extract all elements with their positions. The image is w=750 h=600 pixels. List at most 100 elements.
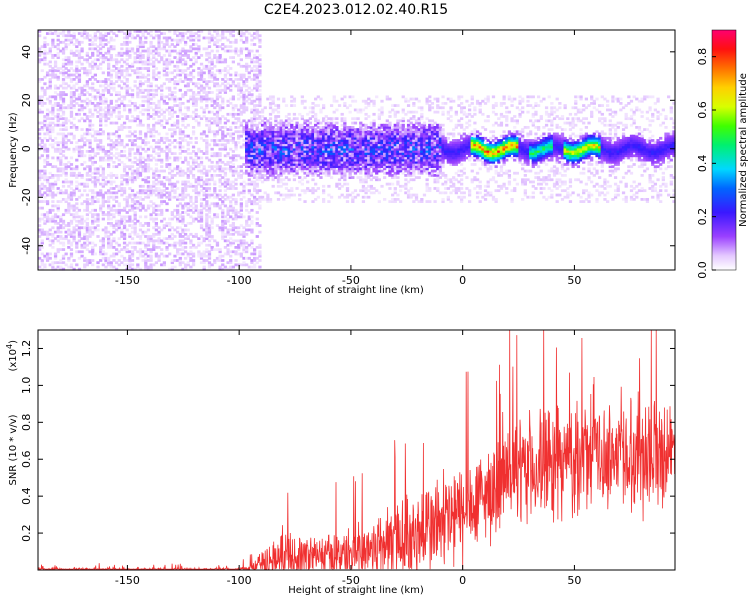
spectrogram-cell <box>348 152 352 155</box>
spectrogram-cell <box>48 121 52 125</box>
spectrogram-cell <box>199 69 204 73</box>
spectrogram-cell <box>91 195 95 199</box>
spectrogram-cell <box>72 239 76 243</box>
spectrogram-cell <box>48 163 52 166</box>
spectrogram-cell <box>252 147 257 151</box>
spectrogram-cell <box>221 36 225 40</box>
spectrogram-cell <box>327 126 331 129</box>
spectrogram-cell <box>59 40 63 44</box>
spectrogram-cell <box>80 128 84 131</box>
spectrogram-cell <box>85 36 90 40</box>
spectrogram-cell <box>144 208 148 212</box>
spectrogram-cell <box>125 180 129 184</box>
spectrogram-cell <box>83 67 87 70</box>
spectrogram-cell <box>122 32 127 35</box>
spectrogram-cell <box>128 217 132 221</box>
spectrogram-cell <box>117 184 121 188</box>
spectrogram-cell <box>284 132 289 136</box>
spectrogram-cell <box>207 30 212 33</box>
spectrogram-cell <box>329 195 334 199</box>
spectrogram-cell <box>199 213 204 217</box>
spectrogram-cell <box>154 67 159 70</box>
spectrogram-cell <box>99 80 103 83</box>
spectrogram-cell <box>45 219 50 223</box>
spectrogram-cell <box>138 36 143 40</box>
spectrogram-cell <box>128 208 132 212</box>
spectrogram-cell <box>176 67 180 70</box>
spectrogram-cell <box>141 204 145 208</box>
spectrogram-cell <box>234 178 238 182</box>
spectrogram-cell <box>181 34 185 38</box>
spectrogram-cell <box>77 174 82 177</box>
spectrogram-cell <box>88 141 92 145</box>
spectrogram-cell <box>154 104 159 107</box>
spectrogram-cell <box>231 250 235 254</box>
spectrogram-cell <box>239 47 243 51</box>
spectrogram-cell <box>149 191 153 195</box>
spectrogram-cell <box>207 261 212 265</box>
spectrogram-cell <box>83 219 87 223</box>
spectrogram-cell <box>138 248 143 251</box>
spectrogram-cell <box>138 145 143 149</box>
spectrogram-cell <box>252 54 257 57</box>
spectrogram-cell <box>292 104 297 107</box>
spectrogram-cell <box>218 189 222 193</box>
spectrogram-cell <box>245 99 249 103</box>
spectrogram-cell <box>202 267 206 271</box>
spectrogram-cell <box>72 117 76 121</box>
spectrogram-cell <box>149 49 153 53</box>
spectrogram-cell <box>67 222 71 225</box>
spectrogram-cell <box>72 171 76 175</box>
spectrogram-cell <box>168 112 172 116</box>
spectrogram-cell <box>181 267 185 271</box>
spectrogram-cell <box>271 174 275 177</box>
spectrogram-cell <box>154 232 159 236</box>
spectrogram-cell <box>319 139 323 142</box>
spectrogram-cell <box>181 119 185 123</box>
spectrogram-cell <box>133 206 137 210</box>
spectrogram-cell <box>306 126 310 129</box>
spectrogram-cell <box>117 158 121 162</box>
spectrogram-cell <box>53 86 58 90</box>
spectrogram-cell <box>146 180 151 184</box>
spectrogram-cell <box>128 67 132 70</box>
spectrogram-cell <box>88 99 92 103</box>
spectrogram-cell <box>40 45 44 49</box>
spectrogram-cell <box>133 80 137 83</box>
spectrogram-cell <box>345 187 350 190</box>
spectrogram-cell <box>300 130 305 134</box>
spectrogram-cell <box>292 99 297 103</box>
spectrogram-cell <box>255 132 259 136</box>
spectrogram-cell <box>120 254 124 258</box>
spectrogram-cell <box>88 250 92 254</box>
spectrogram-cell <box>223 182 228 186</box>
spectrogram-cell <box>250 123 254 127</box>
spectrogram-cell <box>322 189 326 193</box>
spectrogram-cell <box>122 206 127 210</box>
spectrogram-cell <box>141 67 145 70</box>
spectrogram-cell <box>173 75 177 79</box>
spectrogram-cell <box>242 130 246 134</box>
spectrogram-cell <box>287 145 291 149</box>
spectrogram-cell <box>136 54 140 57</box>
spectrogram-cell <box>96 49 100 53</box>
spectrogram-cell <box>43 230 47 234</box>
spectrogram-cell <box>80 226 84 230</box>
spectrogram-cell <box>112 198 116 201</box>
spectrogram-cell <box>223 84 228 88</box>
spectrogram-cell <box>183 54 188 57</box>
spectrogram-cell <box>107 174 111 177</box>
spectrogram-cell <box>162 184 166 188</box>
spectrogram-cell <box>183 40 188 44</box>
spectrogram-cell <box>48 78 52 81</box>
spectrogram-cell <box>245 134 249 138</box>
spectrogram-cell <box>88 232 92 236</box>
spectrogram-cell <box>162 189 166 193</box>
spectrogram-cell <box>237 193 241 197</box>
spectrogram-cell <box>88 110 92 114</box>
spectrogram-cell <box>162 43 166 46</box>
spectrogram-cell <box>324 174 328 177</box>
spectrogram-cell <box>162 126 166 129</box>
spectrogram-cell <box>271 184 275 188</box>
spectrogram-cell <box>221 126 225 129</box>
